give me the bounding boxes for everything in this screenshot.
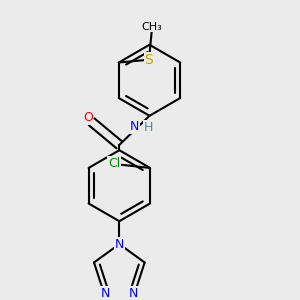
Text: H: H [143,121,153,134]
Text: N: N [101,287,110,300]
Text: Cl: Cl [108,157,120,170]
Text: O: O [83,111,93,124]
Text: N: N [115,238,124,250]
Text: CH₃: CH₃ [141,22,162,32]
Text: N: N [130,120,139,133]
Text: S: S [145,53,153,67]
Text: N: N [128,287,138,300]
